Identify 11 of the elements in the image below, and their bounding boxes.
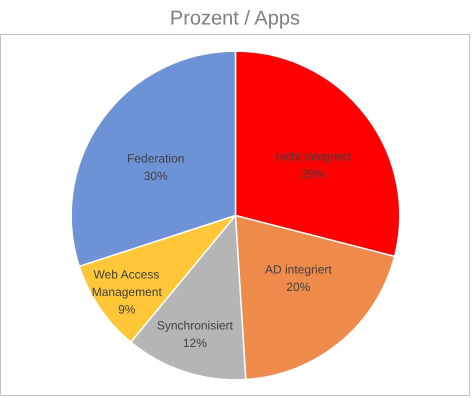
slice-label: Web Access Management: [92, 267, 162, 299]
data-label: 9%: [118, 302, 136, 316]
chart-title: Prozent / Apps: [170, 8, 300, 30]
data-label: 29%: [301, 167, 326, 182]
data-label: 30%: [144, 169, 168, 184]
data-label: 12%: [182, 336, 208, 350]
slice-label: Synchronisiert: [156, 318, 234, 332]
slice-label: Federation: [127, 152, 184, 166]
slice-label: AD integriert: [265, 262, 332, 277]
data-label: 20%: [286, 280, 311, 294]
slice-label: nicht integriert: [276, 150, 352, 164]
